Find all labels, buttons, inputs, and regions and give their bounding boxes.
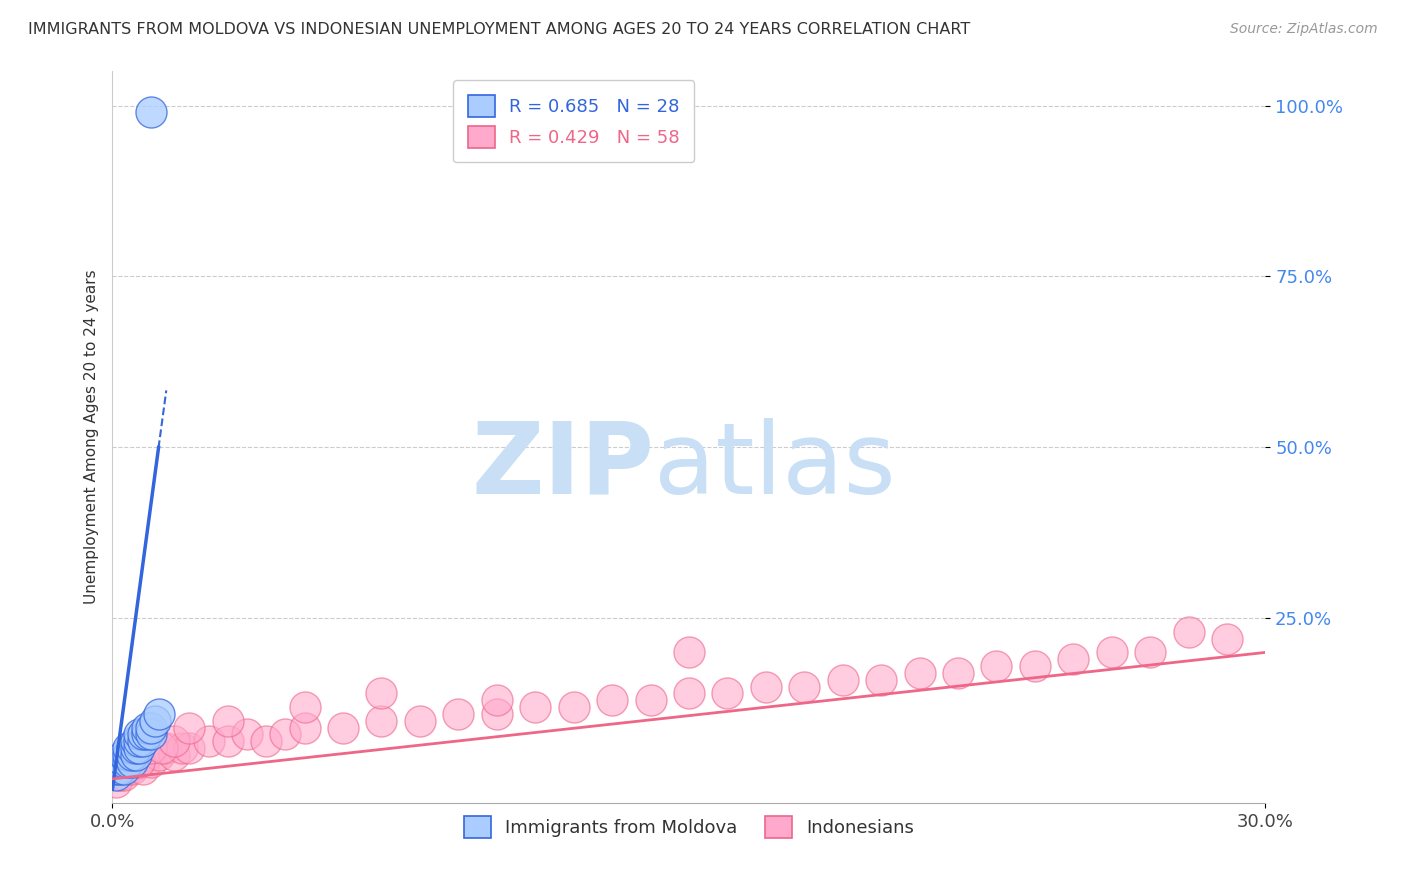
Point [117,762,139,776]
Point [132,762,155,776]
Point [197,734,219,748]
Point [678,686,700,700]
Legend: Immigrants from Moldova, Indonesians: Immigrants from Moldova, Indonesians [457,808,921,845]
Point [1177,624,1199,639]
Point [121,747,143,762]
Point [139,105,162,120]
Point [105,768,128,782]
Point [294,721,316,735]
Y-axis label: Unemployment Among Ages 20 to 24 years: Unemployment Among Ages 20 to 24 years [83,269,98,605]
Point [640,693,662,707]
Point [112,768,135,782]
Point [600,693,623,707]
Point [485,693,508,707]
Point [108,762,131,776]
Point [254,734,277,748]
Point [148,747,170,762]
Point [128,727,150,741]
Point [105,762,128,776]
Point [139,755,162,769]
Text: Source: ZipAtlas.com: Source: ZipAtlas.com [1230,22,1378,37]
Point [143,714,166,728]
Point [128,755,150,769]
Point [108,762,131,776]
Point [117,741,139,756]
Point [117,755,139,769]
Point [124,755,146,769]
Point [370,714,392,728]
Point [274,727,297,741]
Point [163,747,186,762]
Point [148,706,170,721]
Point [485,706,508,721]
Point [112,762,135,776]
Point [139,741,162,756]
Point [124,734,146,748]
Point [121,762,143,776]
Point [155,741,177,756]
Point [121,755,143,769]
Point [121,741,143,756]
Text: ZIP: ZIP [471,417,654,515]
Point [524,700,547,714]
Point [112,755,135,769]
Point [121,747,143,762]
Point [139,721,162,735]
Point [139,727,162,741]
Point [179,721,201,735]
Point [105,775,128,789]
Point [152,741,174,756]
Point [179,741,201,756]
Point [716,686,738,700]
Point [409,714,432,728]
Point [908,665,931,680]
Point [755,680,778,694]
Point [170,741,193,756]
Point [332,721,354,735]
Point [132,727,155,741]
Point [108,755,131,769]
Point [124,747,146,762]
Point [946,665,969,680]
Point [112,747,135,762]
Point [793,680,815,694]
Point [1101,645,1123,659]
Point [831,673,853,687]
Point [1216,632,1239,646]
Point [128,755,150,769]
Point [117,747,139,762]
Point [217,734,239,748]
Point [562,700,585,714]
Point [136,727,159,741]
Point [870,673,893,687]
Point [128,741,150,756]
Point [678,645,700,659]
Text: IMMIGRANTS FROM MOLDOVA VS INDONESIAN UNEMPLOYMENT AMONG AGES 20 TO 24 YEARS COR: IMMIGRANTS FROM MOLDOVA VS INDONESIAN UN… [28,22,970,37]
Point [236,727,259,741]
Point [986,659,1008,673]
Point [1139,645,1161,659]
Point [132,734,155,748]
Point [217,714,239,728]
Point [163,734,186,748]
Point [1024,659,1046,673]
Point [128,734,150,748]
Text: atlas: atlas [654,417,896,515]
Point [447,706,470,721]
Point [1062,652,1084,666]
Point [108,768,131,782]
Point [136,721,159,735]
Point [370,686,392,700]
Point [112,755,135,769]
Point [124,741,146,756]
Point [136,747,159,762]
Point [294,700,316,714]
